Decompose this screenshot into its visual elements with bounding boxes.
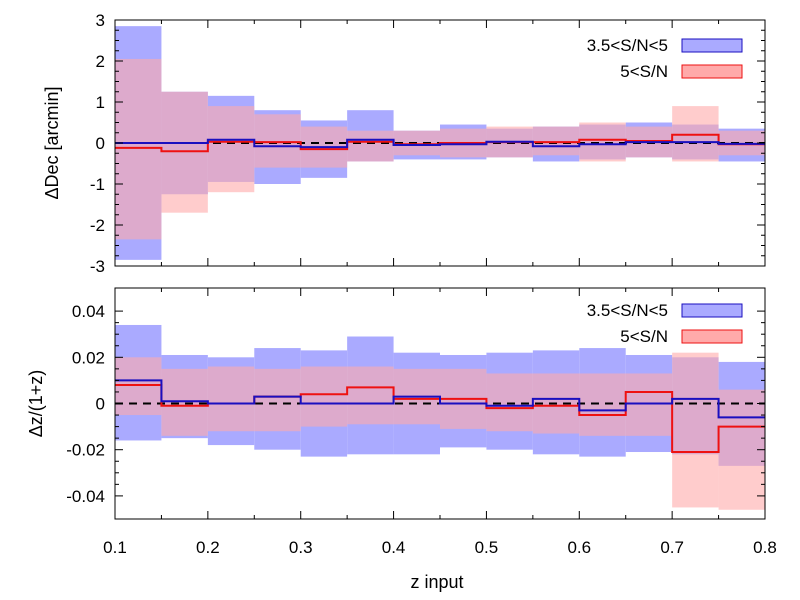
y-tick-label: 3 [96,11,105,30]
band-high-sn-bin-1 [161,91,208,213]
y-tick-label: 1 [96,93,105,112]
x-tick-label: 0.1 [103,538,127,557]
x-axis-title: z input [410,572,463,592]
legend-swatch-low-sn [681,38,743,53]
x-axis-title-group: z input [410,572,463,592]
y-tick-label: -2 [90,216,105,235]
y-tick-label: -0.02 [66,441,105,460]
x-tick-label: 0.4 [382,538,406,557]
y-tick-label: 2 [96,52,105,71]
band-high-sn-bin-2 [207,106,255,193]
x-tick-label: 0.8 [753,538,777,557]
bottom-panel-redshift-offset: -0.04 -0.02 0 0.02 0.04 0.1 0.2 0.3 0.4 0.5 0.6 0.7… [26,287,777,557]
legend-label-low-sn: 3.5<S/N<5 [587,36,668,55]
band-high-sn-bin-9 [532,126,580,156]
x-tick-label: 0.2 [196,538,220,557]
y-axis-title: Δz/(1+z) [26,370,46,438]
band-high-sn-bin-1 [161,368,208,436]
plot-area [115,324,765,510]
band-high-sn-bin-3 [254,114,301,168]
x-tick-label: 0.3 [289,538,313,557]
band-high-sn-bin-12 [672,106,719,162]
y-axis-title: ΔDec [arcmin] [42,86,62,199]
y-tick-label: 0 [96,134,105,153]
top-panel-dec-offset: -3 -2 -1 0 1 2 3 ΔDec [arcmin] 3.5<S/N<5 5<S/N [42,11,766,276]
x-tick-label: 0.6 [567,538,591,557]
y-tick-label: -1 [90,175,105,194]
band-high-sn-bin-2 [207,366,255,432]
band-high-sn-bin-4 [300,366,348,427]
band-high-sn-bin-10 [579,122,626,162]
band-high-sn-bin-8 [486,373,533,432]
band-high-sn-bin-12 [672,352,719,508]
legend-swatch-high-sn [681,329,743,344]
y-tick-label: 0.02 [72,348,105,367]
band-high-sn-bin-3 [254,368,301,432]
legend-swatch-low-sn [681,303,743,318]
y-tick-label: 0.04 [72,302,105,321]
band-high-sn-bin-10 [579,373,626,436]
median-step-low-sn [115,379,765,419]
median-step-low-sn [115,138,765,149]
x-tick-label: 0.5 [475,538,499,557]
legend-label-high-sn: 5<S/N [620,62,668,81]
legend-swatch-high-sn [681,64,743,79]
band-high-sn-bin-0 [115,357,162,416]
y-tick-label: -0.04 [66,487,105,506]
band-high-sn-bin-5 [347,130,394,162]
x-tick-label: 0.7 [660,538,684,557]
legend-label-low-sn: 3.5<S/N<5 [587,301,668,320]
band-high-sn-bin-11 [625,373,673,436]
legend-label-high-sn: 5<S/N [620,327,668,346]
band-high-sn-bin-5 [347,366,394,425]
band-high-sn-bin-0 [115,58,162,240]
plot-area [115,26,765,260]
y-tick-label: 0 [96,395,105,414]
y-tick-label: -3 [90,257,105,276]
